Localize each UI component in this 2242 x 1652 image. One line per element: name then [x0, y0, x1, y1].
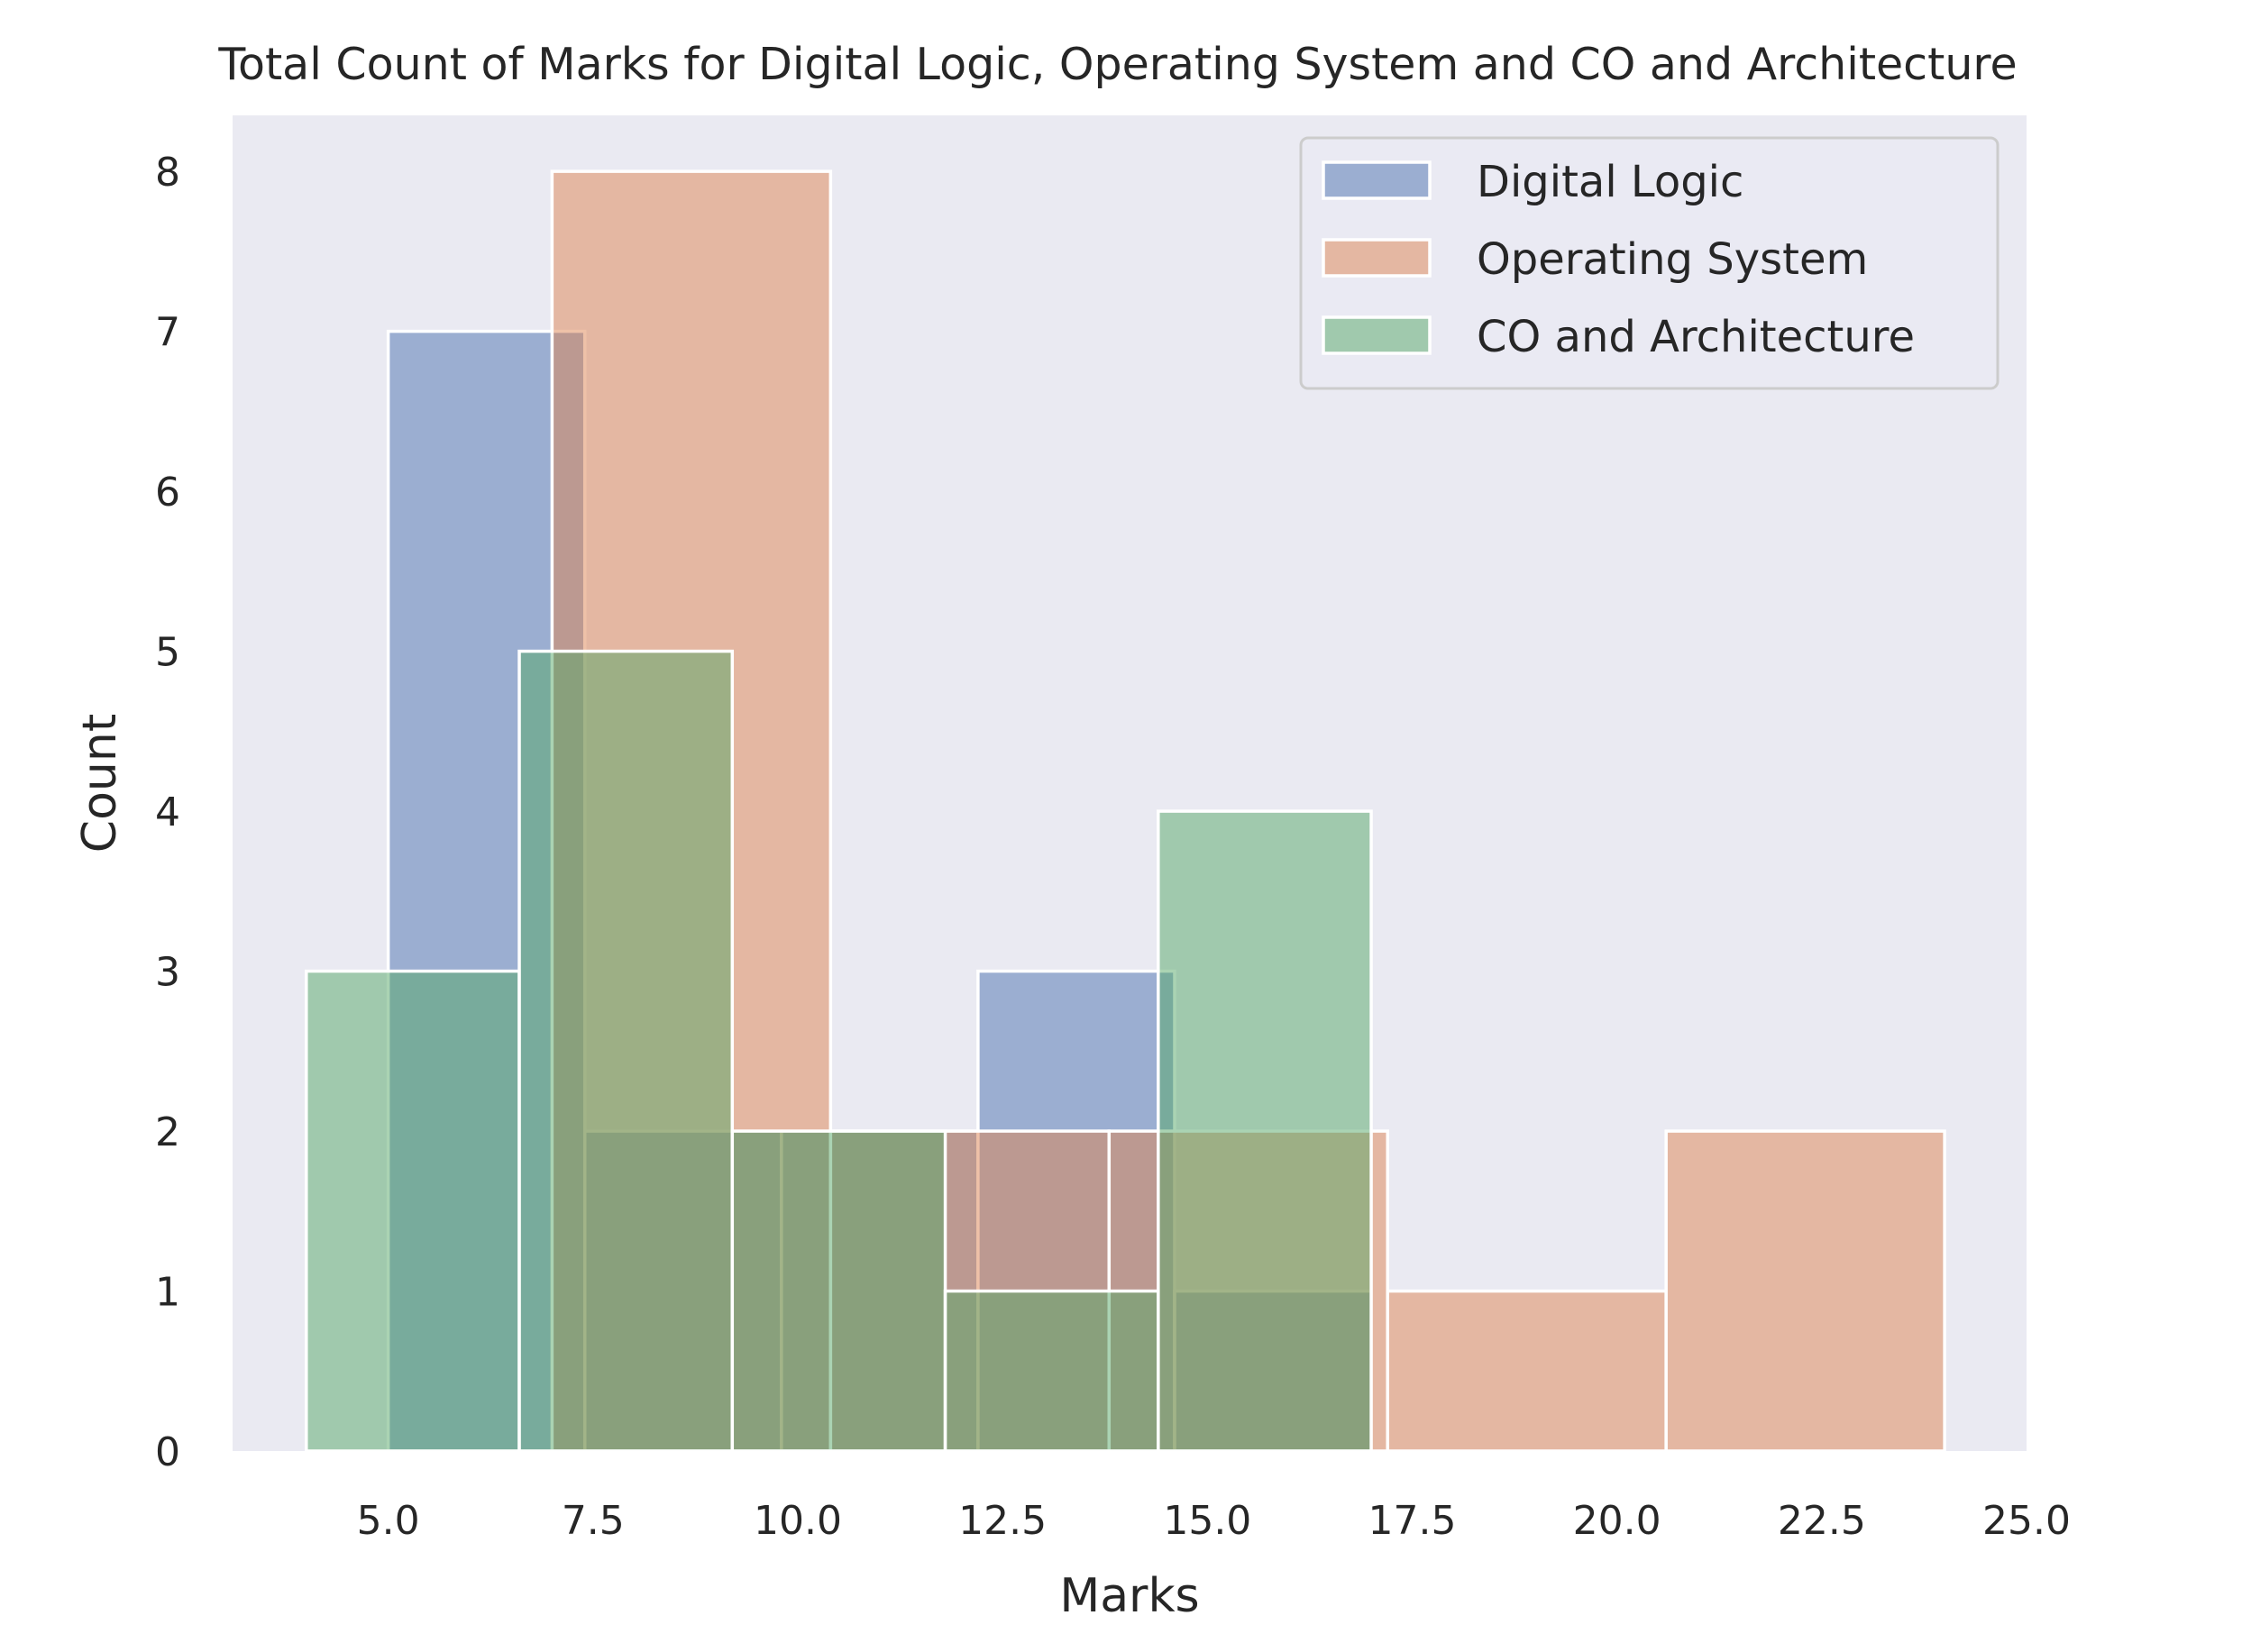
bar	[517, 649, 735, 1453]
x-tick-label: 25.0	[1982, 1498, 2071, 1544]
legend-label: CO and Architecture	[1477, 312, 1915, 362]
x-tick-label: 17.5	[1368, 1498, 1457, 1544]
bar	[730, 1129, 947, 1453]
x-axis-label: Marks	[1059, 1569, 1199, 1623]
bar	[943, 1289, 1160, 1453]
x-tick-label: 7.5	[562, 1498, 625, 1544]
y-tick-label: 5	[155, 630, 180, 676]
chart-title: Total Count of Marks for Digital Logic, …	[217, 39, 2017, 90]
legend-label: Operating System	[1477, 234, 1868, 285]
y-tick-label: 4	[155, 789, 180, 835]
y-axis-label: Count	[73, 714, 127, 853]
legend-swatch	[1322, 315, 1432, 355]
y-tick-label: 8	[155, 150, 180, 196]
legend-label: Digital Logic	[1477, 157, 1743, 207]
bar	[1157, 809, 1373, 1453]
x-tick-label: 12.5	[958, 1498, 1047, 1544]
x-tick-label: 22.5	[1778, 1498, 1866, 1544]
legend-frame	[1299, 136, 1999, 390]
bar-layer	[305, 169, 1946, 1453]
y-tick-label: 2	[155, 1109, 180, 1155]
legend: Digital Logic Operating System CO and Arch…	[1299, 136, 1999, 390]
x-tick-label: 10.0	[754, 1498, 842, 1544]
x-tick-label: 15.0	[1163, 1498, 1251, 1544]
x-tick-labels: 5.0 7.5 10.0 12.5 15.0 17.5 20.0 22.5 25.0	[357, 1498, 2071, 1544]
legend-swatch	[1322, 160, 1432, 200]
y-tick-label: 6	[155, 470, 180, 516]
y-tick-label: 3	[155, 950, 180, 996]
x-tick-label: 20.0	[1573, 1498, 1661, 1544]
bar	[1386, 1289, 1668, 1453]
bar	[1664, 1129, 1946, 1453]
legend-swatch	[1322, 238, 1432, 278]
y-tick-label: 7	[155, 310, 180, 356]
y-tick-label: 1	[155, 1270, 180, 1316]
x-tick-label: 5.0	[357, 1498, 420, 1544]
series-2	[305, 649, 1373, 1453]
bar	[305, 969, 521, 1453]
y-tick-label: 0	[155, 1429, 180, 1475]
y-tick-labels: 0 1 2 3 4 5 6 7 8	[155, 150, 180, 1475]
